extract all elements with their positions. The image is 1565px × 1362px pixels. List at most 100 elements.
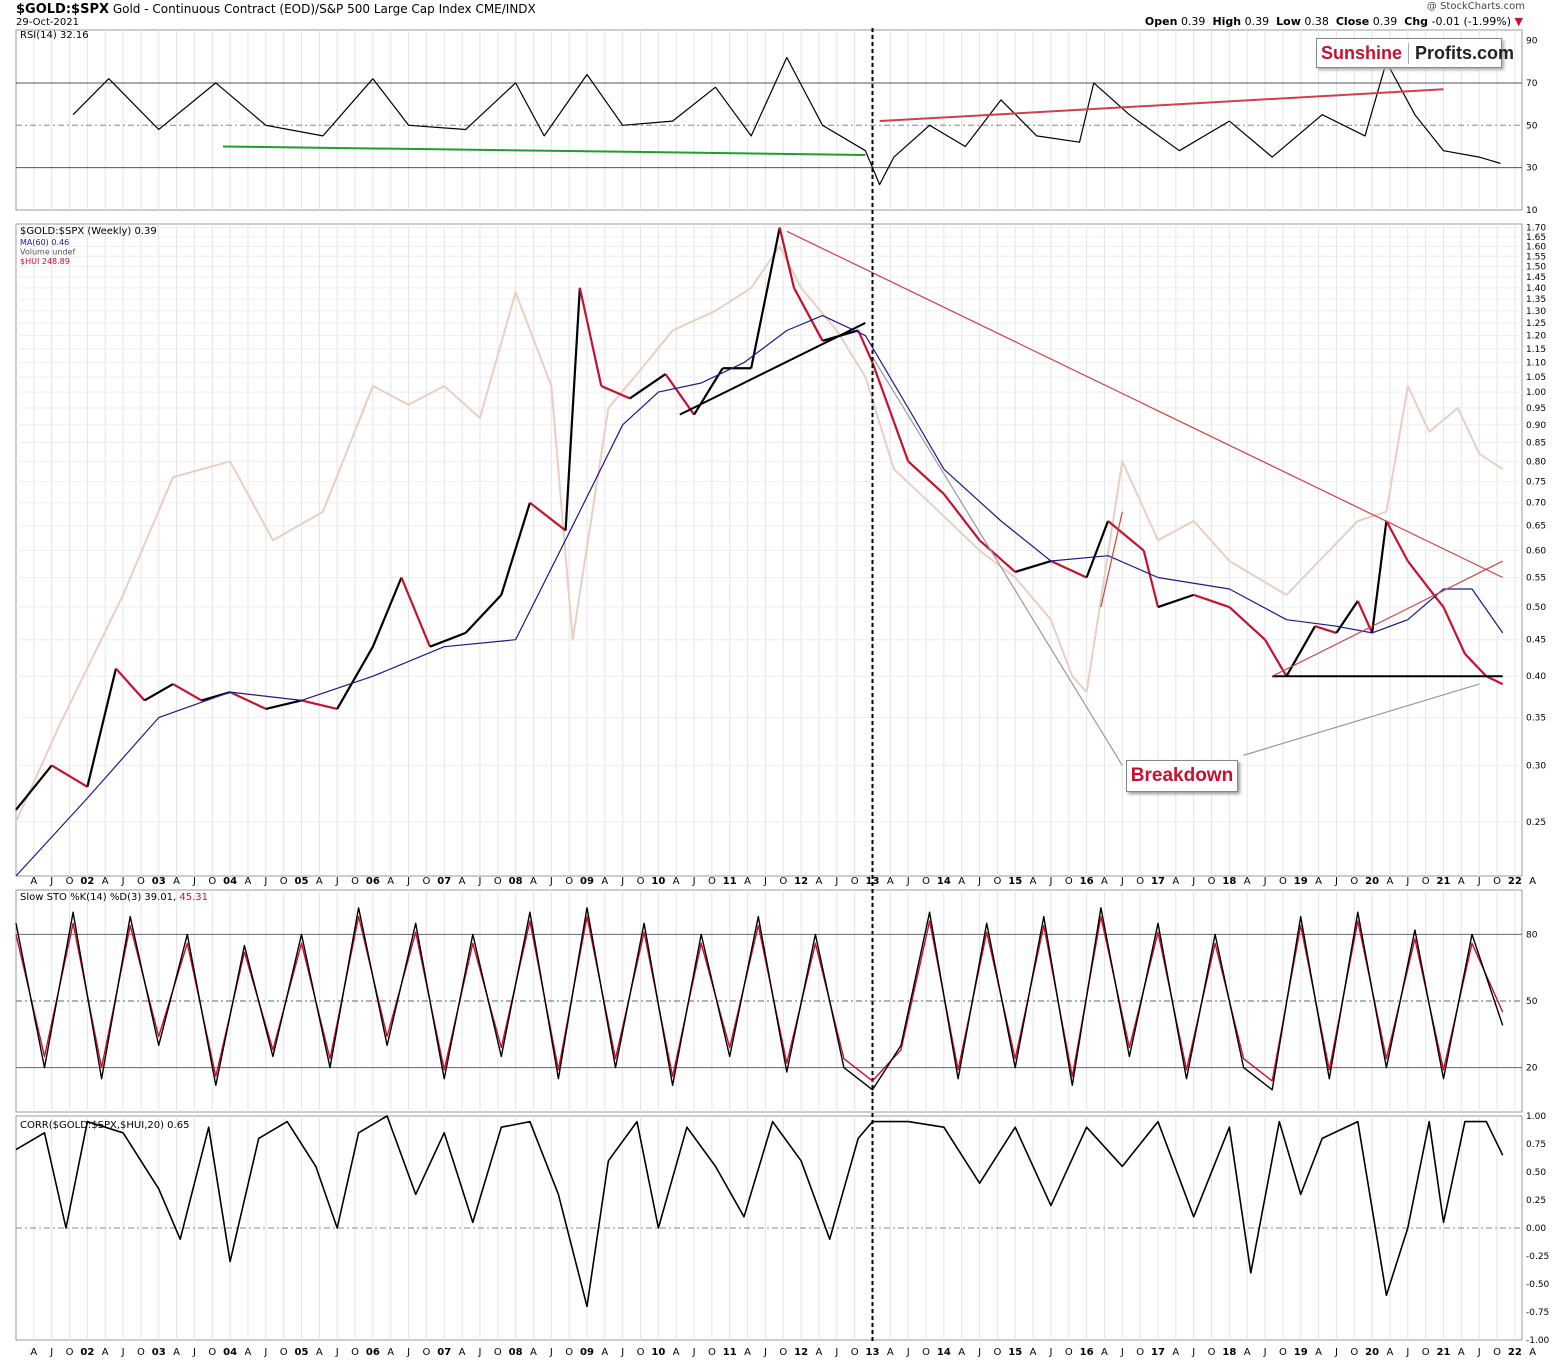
x-tick-label: O <box>1279 876 1287 887</box>
corr-y-tick: -0.75 <box>1526 1308 1549 1318</box>
x-tick-label: A <box>316 876 323 887</box>
corr-y-tick: -0.25 <box>1526 1252 1549 1262</box>
corr-y-tick: -1.00 <box>1526 1336 1550 1346</box>
x-tick-label: A <box>1458 1347 1465 1358</box>
x-tick-label: 16 <box>1080 1347 1094 1358</box>
corr-legend: CORR($GOLD:$SPX,$HUI,20) 0.65 <box>20 1120 189 1131</box>
x-tick-label: J <box>1120 1347 1124 1358</box>
price-segment <box>600 384 631 400</box>
x-tick-label: A <box>459 1347 466 1358</box>
x-tick-label: J <box>692 1347 696 1358</box>
price-segment <box>793 287 824 342</box>
price-y-tick: 1.00 <box>1526 388 1546 398</box>
x-tick-label: J <box>263 1347 267 1358</box>
price-segment <box>1442 606 1466 655</box>
corr-line <box>15 1115 1504 1308</box>
x-tick-label: 16 <box>1080 876 1094 887</box>
x-tick-label: J <box>121 1347 125 1358</box>
x-tick-label: O <box>66 876 74 887</box>
stoch-legend: Slow STO %K(14) %D(3) 39.01, 45.31 <box>20 892 208 903</box>
x-tick-label: A <box>958 876 965 887</box>
price-legend-1: Volume undef <box>20 248 75 257</box>
x-tick-label: J <box>1405 876 1409 887</box>
x-tick-label: 07 <box>437 876 451 887</box>
price-y-tick: 1.55 <box>1526 252 1546 262</box>
x-tick-label: O <box>779 876 787 887</box>
x-tick-label: 19 <box>1294 1347 1308 1358</box>
stoch-d-line <box>15 915 1504 1082</box>
price-trendline-black <box>679 322 866 416</box>
x-tick-label: J <box>906 1347 910 1358</box>
x-tick-label: J <box>1334 1347 1338 1358</box>
price-y-tick: 1.35 <box>1526 295 1546 305</box>
x-tick-label: A <box>30 876 37 887</box>
corr-y-tick: 0.00 <box>1526 1224 1546 1234</box>
price-segment <box>1264 639 1288 677</box>
price-segment <box>1050 560 1088 579</box>
hui-line <box>15 245 1504 823</box>
price-segment <box>1285 625 1316 677</box>
x-tick-label: J <box>49 876 53 887</box>
price-segment <box>564 287 581 531</box>
x-tick-label: J <box>406 876 410 887</box>
x-tick-label: A <box>459 876 466 887</box>
x-tick-label: A <box>387 876 394 887</box>
x-tick-label: J <box>763 1347 767 1358</box>
chg-value: -0.01 (-1.99%) <box>1431 15 1512 28</box>
price-segment <box>172 683 203 702</box>
x-tick-label: J <box>977 876 981 887</box>
price-y-tick: 1.05 <box>1526 373 1546 383</box>
price-segment <box>1107 520 1145 552</box>
x-tick-label: 15 <box>1008 1347 1022 1358</box>
x-tick-label: A <box>887 1347 894 1358</box>
x-tick-label: 19 <box>1294 876 1308 887</box>
x-tick-label: A <box>1458 876 1465 887</box>
logo-part-1: Sunshine <box>1321 42 1403 63</box>
ohlc-summary: Open 0.39 High 0.39 Low 0.38 Close 0.39 … <box>1145 15 1523 28</box>
price-segment <box>942 493 981 542</box>
chart-title: $GOLD:$SPX Gold - Continuous Contract (E… <box>16 2 536 17</box>
price-y-tick: 0.90 <box>1526 421 1546 431</box>
high-label: High <box>1212 15 1242 28</box>
price-segment <box>500 502 531 596</box>
price-y-tick: 0.75 <box>1526 477 1546 487</box>
price-y-tick: 1.50 <box>1526 262 1546 272</box>
price-segment <box>1157 593 1195 609</box>
x-tick-label: A <box>673 876 680 887</box>
x-tick-label: 03 <box>152 1347 166 1358</box>
x-tick-label: A <box>1529 1347 1536 1358</box>
x-tick-label: 09 <box>580 876 594 887</box>
x-tick-label: 15 <box>1008 876 1022 887</box>
price-segment <box>907 460 945 495</box>
x-tick-label: O <box>422 1347 430 1358</box>
stoch-y-tick: 20 <box>1526 1064 1538 1074</box>
x-tick-label: O <box>922 876 930 887</box>
price-segment <box>578 287 603 387</box>
price-segment <box>1314 625 1337 634</box>
rsi-y-tick: 90 <box>1526 37 1538 47</box>
x-tick-label: O <box>208 1347 216 1358</box>
price-segment <box>1142 550 1160 608</box>
price-segment <box>464 594 503 634</box>
chart-date: 29-Oct-2021 <box>16 17 79 28</box>
x-tick-label: J <box>977 1347 981 1358</box>
x-tick-label: J <box>192 876 196 887</box>
x-tick-label: A <box>1244 876 1251 887</box>
price-y-tick: 0.80 <box>1526 457 1546 467</box>
x-tick-label: O <box>494 876 502 887</box>
rsi-y-tick: 50 <box>1526 121 1538 131</box>
x-tick-label: J <box>477 876 481 887</box>
sunshine-profits-logo: Sunshine Profits.com <box>1316 38 1514 68</box>
down-arrow-icon: ▼ <box>1514 15 1523 28</box>
x-tick-label: 12 <box>794 1347 808 1358</box>
corr-y-tick: 0.50 <box>1526 1168 1546 1178</box>
x-tick-label: O <box>565 1347 573 1358</box>
price-segment <box>400 577 431 648</box>
price-y-tick: 0.30 <box>1526 761 1546 771</box>
x-tick-label: A <box>316 1347 323 1358</box>
x-tick-label: A <box>530 1347 537 1358</box>
price-y-tick: 0.50 <box>1526 603 1546 613</box>
x-tick-label: A <box>1315 1347 1322 1358</box>
logo-part-2: Profits.com <box>1408 42 1520 64</box>
x-tick-label: 17 <box>1151 1347 1165 1358</box>
